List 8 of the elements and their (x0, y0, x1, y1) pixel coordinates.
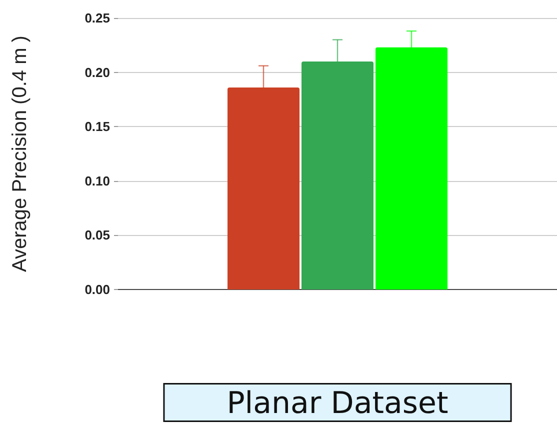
y-tick-label: 0.10 (84, 173, 110, 188)
y-tick-label: 0.25 (84, 10, 110, 26)
y-axis-title: Average Precision (0.4 m ) (9, 36, 31, 272)
y-tick-label: 0.20 (84, 64, 110, 80)
y-tick-label: 0.00 (84, 282, 110, 297)
x-axis-title: Planar Dataset (226, 386, 449, 421)
y-tick-label: 0.05 (84, 228, 110, 243)
y-tick-label: 0.15 (84, 119, 110, 134)
